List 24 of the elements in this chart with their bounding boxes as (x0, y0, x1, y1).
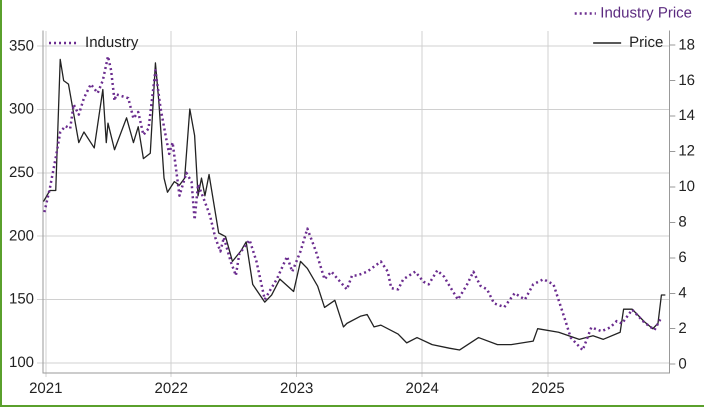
y-tick-label: 300 (8, 100, 34, 118)
x-tick-label: 2023 (280, 380, 314, 398)
legend-label: Industry Price (600, 4, 692, 22)
y2-tick-label: 12 (678, 142, 696, 160)
y-axis-title: Industry (85, 34, 139, 52)
y-tick-label: 350 (8, 37, 34, 54)
y2-tick-label: 6 (678, 248, 687, 266)
y2-tick-label: 0 (678, 355, 687, 372)
x-tick-label: 2025 (531, 380, 565, 398)
y2-tick-label: 16 (678, 72, 696, 89)
y-tick-label: 250 (8, 164, 34, 182)
y-tick-label: 150 (8, 290, 34, 308)
y2-tick-label: 10 (678, 178, 696, 196)
y2-tick-label: 18 (678, 36, 696, 54)
y-tick-label: 200 (8, 227, 34, 244)
y2-tick-label: 2 (678, 320, 687, 337)
legend-label: Price (629, 34, 664, 52)
x-tick-label: 2022 (154, 380, 188, 398)
y2-tick-label: 8 (678, 214, 687, 231)
y2-tick-label: 4 (678, 284, 687, 302)
y-tick-label: 100 (8, 354, 34, 372)
x-tick-label: 2021 (29, 380, 62, 398)
y2-tick-label: 14 (678, 107, 696, 124)
x-tick-label: 2024 (405, 380, 439, 398)
